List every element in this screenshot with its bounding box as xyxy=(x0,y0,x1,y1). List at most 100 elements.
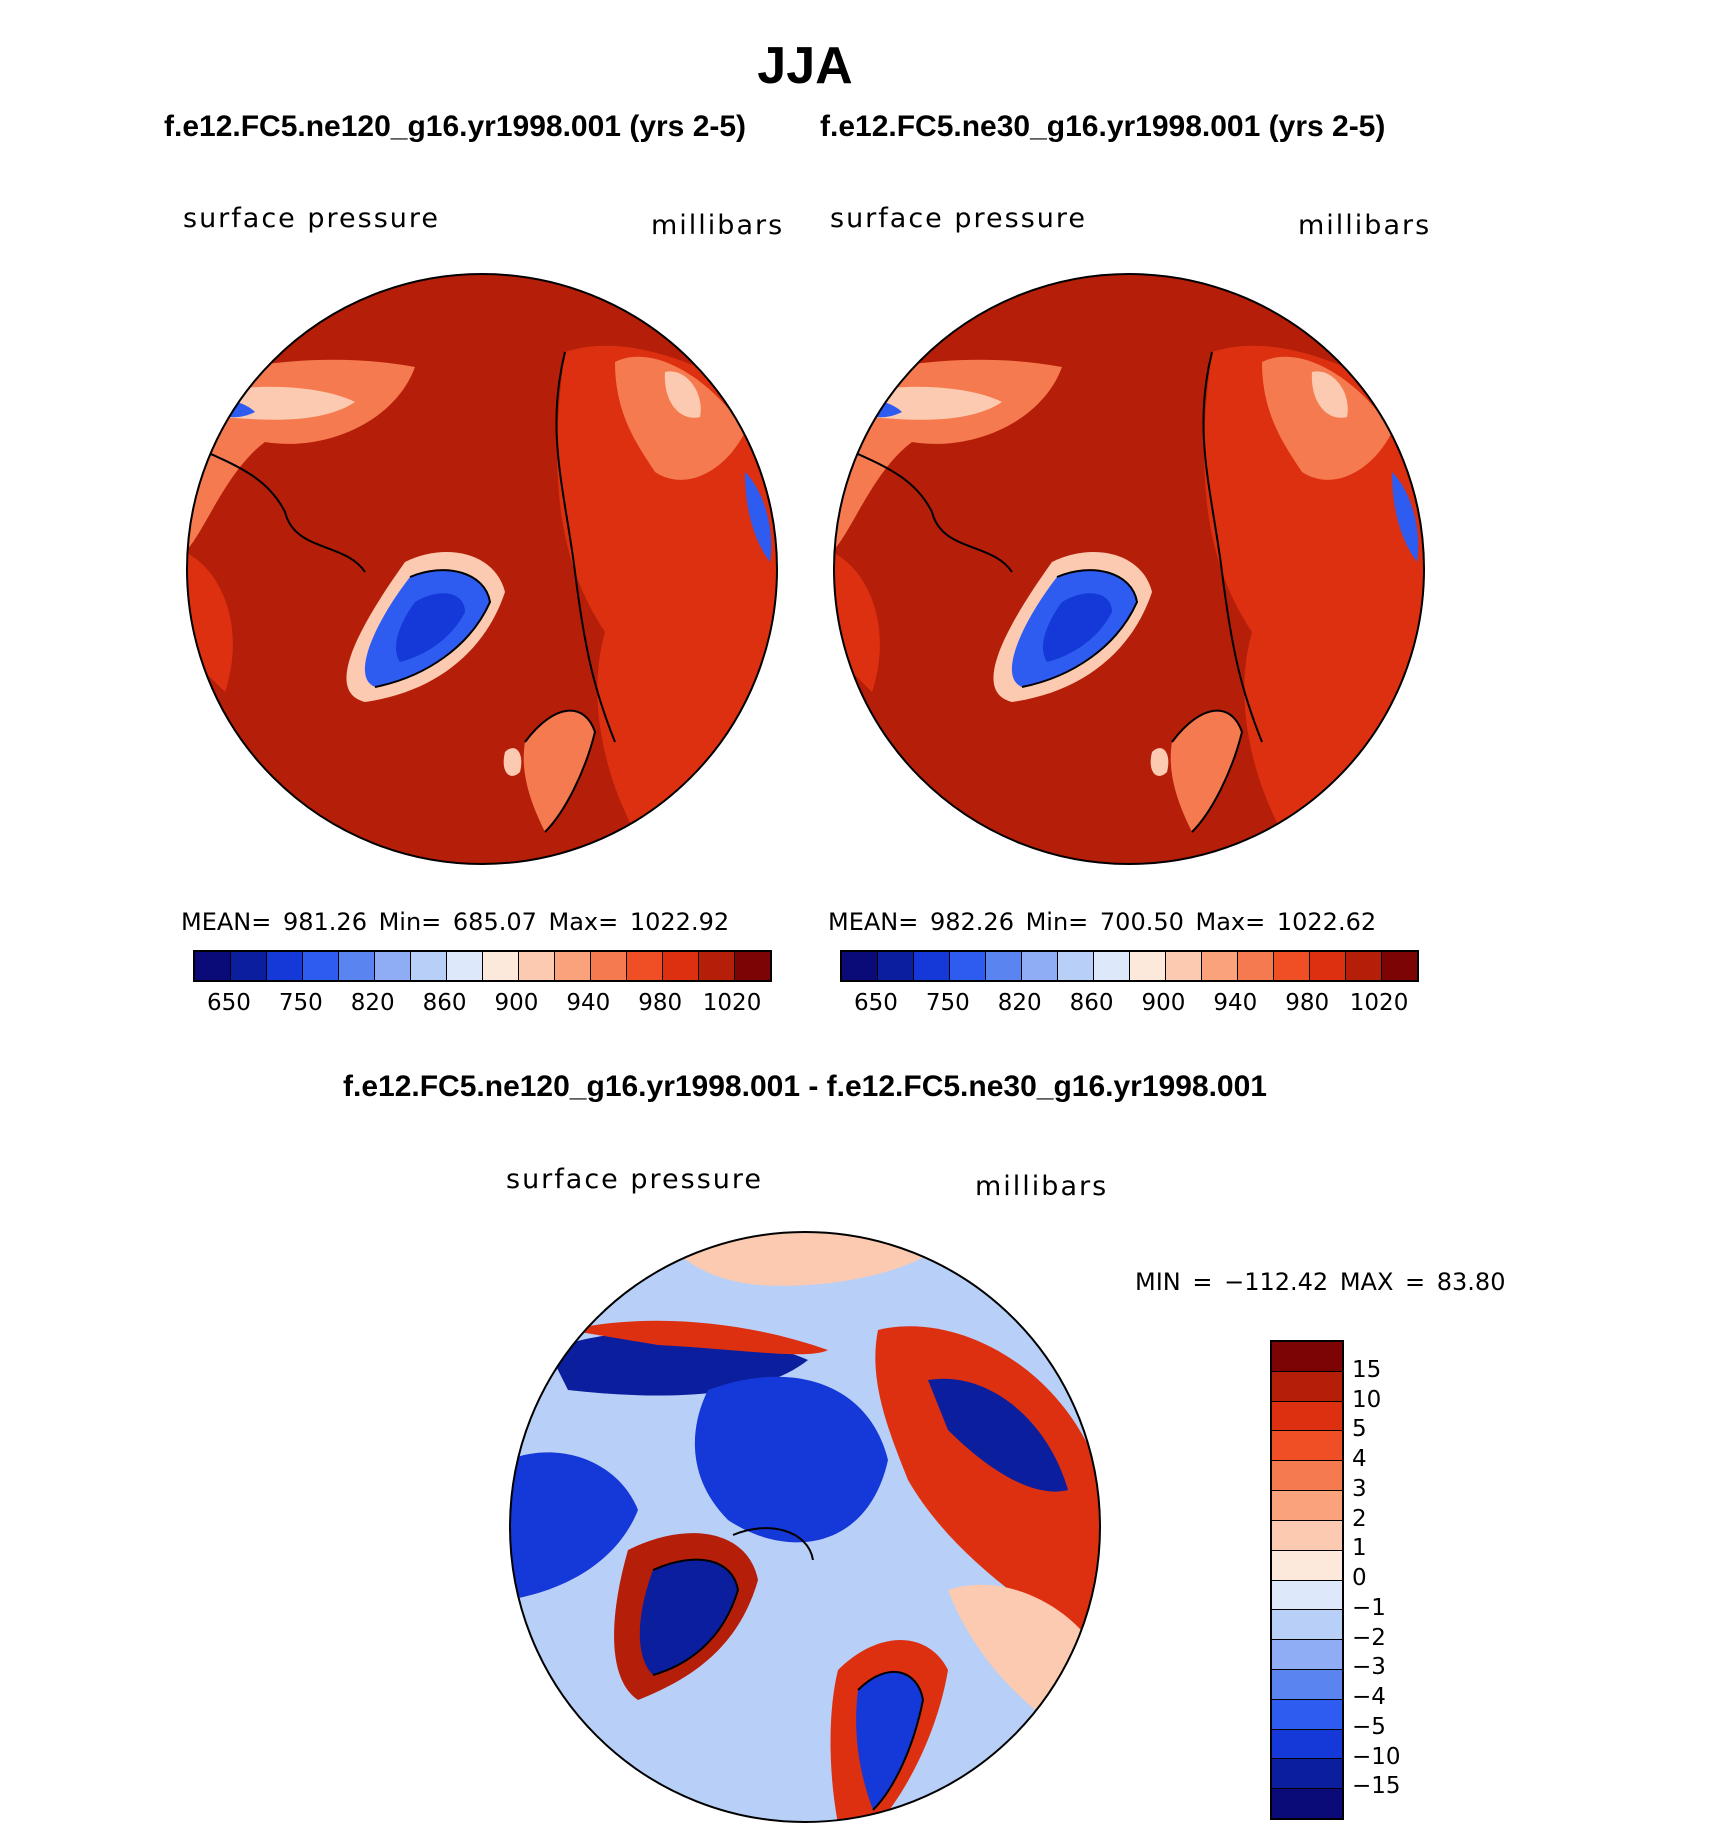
colorbar-swatch xyxy=(519,952,555,980)
colorbar-swatch xyxy=(1272,1669,1342,1700)
colorbar-tick-label: 1 xyxy=(1352,1535,1367,1562)
left-panel-stats: MEAN= 981.26 Min= 685.07 Max= 1022.92 xyxy=(181,908,730,936)
colorbar-swatch xyxy=(375,952,411,980)
colorbar-swatch xyxy=(1166,952,1202,980)
left-panel-units-label: millibars xyxy=(651,210,785,241)
difference-title: f.e12.FC5.ne120_g16.yr1998.001 - f.e12.F… xyxy=(343,1070,1267,1103)
colorbar-swatch xyxy=(411,952,447,980)
colorbar-tick-label: 900 xyxy=(494,990,539,1016)
colorbar-swatch xyxy=(663,952,699,980)
colorbar-tick-label: −2 xyxy=(1352,1624,1386,1651)
colorbar-tick-label: 1020 xyxy=(1349,990,1409,1016)
colorbar-tick-label: 820 xyxy=(997,990,1042,1016)
colorbar-tick-label: 2 xyxy=(1352,1505,1367,1532)
colorbar-swatch xyxy=(1272,1759,1342,1790)
colorbar-swatch xyxy=(267,952,303,980)
colorbar-tick-label: 750 xyxy=(278,990,323,1016)
colorbar-tick-label: 0 xyxy=(1352,1565,1367,1591)
colorbar-tick-label: −4 xyxy=(1352,1684,1386,1710)
right-panel-variable-label: surface pressure xyxy=(830,203,1087,234)
colorbar-swatch xyxy=(1272,1550,1342,1581)
colorbar-tick-label: 15 xyxy=(1352,1356,1382,1383)
colorbar-swatch xyxy=(195,952,231,980)
right-panel-units-label: millibars xyxy=(1298,210,1432,241)
colorbar-swatch xyxy=(950,952,986,980)
right-colorbar-labels: 650 750 820 860 900 940 980 1020 xyxy=(840,990,1415,1020)
difference-min-max: MIN = −112.42 MAX = 83.80 xyxy=(1135,1268,1506,1296)
difference-colorbar-labels: 15 10 5 4 3 2 1 0 −1 −2 −3 −4 −5 −10 −15 xyxy=(1352,1340,1432,1816)
colorbar-swatch xyxy=(1238,952,1274,980)
colorbar-swatch xyxy=(1272,1789,1342,1818)
colorbar-swatch xyxy=(1272,1491,1342,1521)
colorbar-swatch xyxy=(735,952,770,980)
colorbar-tick-label: 650 xyxy=(853,990,898,1016)
colorbar-tick-label: 5 xyxy=(1352,1416,1367,1443)
colorbar-swatch xyxy=(231,952,267,980)
colorbar-tick-label: 860 xyxy=(1069,990,1114,1016)
colorbar-swatch xyxy=(699,952,735,980)
colorbar-tick-label: 4 xyxy=(1352,1446,1367,1472)
colorbar-tick-label: 900 xyxy=(1141,990,1186,1016)
colorbar-tick-label: −1 xyxy=(1352,1594,1386,1621)
colorbar-tick-label: 3 xyxy=(1352,1475,1367,1502)
colorbar-swatch xyxy=(591,952,627,980)
difference-colorbar xyxy=(1270,1340,1344,1820)
colorbar-swatch xyxy=(1272,1640,1342,1670)
difference-variable-label: surface pressure xyxy=(506,1164,763,1195)
colorbar-swatch xyxy=(1130,952,1166,980)
colorbar-swatch xyxy=(483,952,519,980)
colorbar-swatch xyxy=(1272,1461,1342,1492)
colorbar-swatch xyxy=(1272,1699,1342,1730)
colorbar-tick-label: 820 xyxy=(350,990,395,1016)
colorbar-swatch xyxy=(555,952,591,980)
left-panel-case-title: f.e12.FC5.ne120_g16.yr1998.001 (yrs 2-5) xyxy=(164,110,747,143)
colorbar-swatch xyxy=(1202,952,1238,980)
difference-map-field xyxy=(510,1232,1100,1822)
right-map-field xyxy=(834,274,1424,864)
difference-units-label: millibars xyxy=(975,1171,1109,1202)
colorbar-swatch xyxy=(1346,952,1382,980)
colorbar-tick-label: 860 xyxy=(422,990,467,1016)
figure-title: JJA xyxy=(757,37,853,95)
colorbar-tick-label: 940 xyxy=(1213,990,1258,1016)
colorbar-swatch xyxy=(1272,1520,1342,1551)
colorbar-tick-label: 980 xyxy=(1285,990,1330,1016)
colorbar-tick-label: −10 xyxy=(1352,1743,1401,1770)
colorbar-tick-label: 940 xyxy=(566,990,611,1016)
colorbar-tick-label: −15 xyxy=(1352,1773,1401,1800)
colorbar-swatch xyxy=(303,952,339,980)
colorbar-swatch xyxy=(1272,1610,1342,1641)
colorbar-tick-label: 1020 xyxy=(702,990,762,1016)
right-panel-stats: MEAN= 982.26 Min= 700.50 Max= 1022.62 xyxy=(828,908,1377,936)
left-colorbar-labels: 650 750 820 860 900 940 980 1020 xyxy=(193,990,768,1020)
colorbar-swatch xyxy=(914,952,950,980)
colorbar-tick-label: 650 xyxy=(206,990,251,1016)
colorbar-swatch xyxy=(627,952,663,980)
colorbar-swatch xyxy=(986,952,1022,980)
colorbar-swatch xyxy=(842,952,878,980)
colorbar-swatch xyxy=(1310,952,1346,980)
colorbar-tick-label: 750 xyxy=(925,990,970,1016)
colorbar-swatch xyxy=(1272,1431,1342,1462)
colorbar-swatch xyxy=(1272,1580,1342,1611)
left-colorbar xyxy=(193,950,772,982)
difference-polar-map xyxy=(509,1231,1101,1823)
colorbar-swatch xyxy=(1022,952,1058,980)
colorbar-swatch xyxy=(1382,952,1417,980)
right-panel-case-title: f.e12.FC5.ne30_g16.yr1998.001 (yrs 2-5) xyxy=(820,110,1386,143)
colorbar-swatch xyxy=(339,952,375,980)
colorbar-tick-label: 980 xyxy=(638,990,683,1016)
colorbar-swatch xyxy=(878,952,914,980)
colorbar-tick-label: −3 xyxy=(1352,1654,1386,1681)
colorbar-swatch xyxy=(1058,952,1094,980)
colorbar-tick-label: −5 xyxy=(1352,1713,1386,1740)
colorbar-swatch xyxy=(1274,952,1310,980)
colorbar-swatch xyxy=(447,952,483,980)
colorbar-swatch xyxy=(1272,1401,1342,1432)
colorbar-swatch xyxy=(1272,1371,1342,1402)
colorbar-swatch xyxy=(1094,952,1130,980)
colorbar-swatch xyxy=(1272,1342,1342,1372)
colorbar-swatch xyxy=(1272,1729,1342,1760)
right-polar-map xyxy=(833,273,1425,865)
colorbar-tick-label: 10 xyxy=(1352,1386,1382,1413)
